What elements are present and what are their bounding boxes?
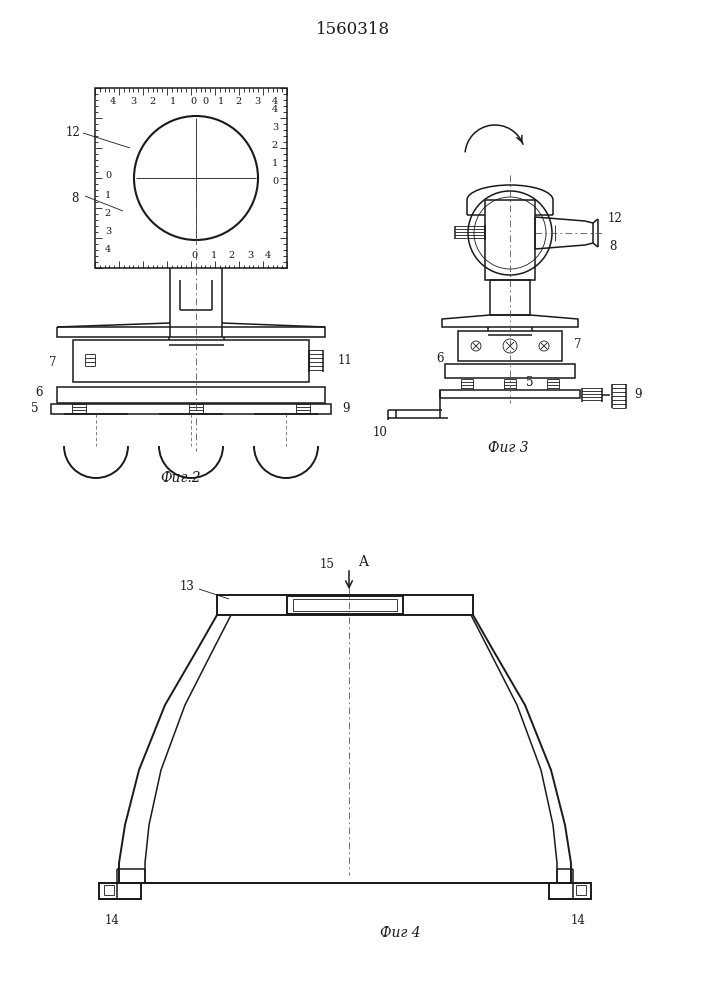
Text: 0: 0 [272,178,278,186]
Bar [440,390,580,398]
Text: 10: 10 [373,426,387,438]
Text: 6: 6 [35,385,42,398]
Text: A: A [358,555,368,569]
Text: 11: 11 [338,354,352,366]
Text: 5: 5 [526,375,534,388]
Text: Фиг 4: Фиг 4 [380,926,421,940]
Text: 1: 1 [170,97,176,105]
Text: 1560318: 1560318 [316,21,390,38]
Text: 1: 1 [105,192,111,200]
Text: 14: 14 [105,914,119,928]
Bar [217,595,473,615]
Text: 2: 2 [272,141,278,150]
Text: 3: 3 [272,123,278,132]
Text: 4: 4 [110,97,116,105]
Bar [287,596,403,614]
Bar [57,387,325,403]
Text: 12: 12 [607,213,622,226]
Text: 12: 12 [66,126,81,139]
Bar [576,885,586,895]
Bar [458,331,562,361]
Text: 9: 9 [634,388,642,401]
Text: 4: 4 [265,251,271,260]
Bar [445,364,575,378]
Text: 0: 0 [202,97,208,105]
Text: 6: 6 [436,352,444,364]
Text: 1: 1 [272,159,278,168]
Bar [490,280,530,315]
Text: 4: 4 [105,245,111,254]
Text: 7: 7 [574,338,582,352]
Text: 8: 8 [609,240,617,253]
Bar [51,404,331,414]
Text: 2: 2 [150,97,156,105]
Text: Фиг 3: Фиг 3 [488,441,528,455]
Text: 13: 13 [180,580,194,593]
Bar [104,885,114,895]
Text: 7: 7 [49,356,57,368]
Text: 9: 9 [342,402,350,416]
Text: 8: 8 [71,192,78,205]
Bar [549,883,591,899]
Text: 4: 4 [272,97,278,105]
Text: 2: 2 [236,97,242,105]
Bar [293,599,397,611]
Text: 5: 5 [31,402,39,416]
Text: 4: 4 [272,105,278,114]
Text: 14: 14 [571,914,585,928]
Bar [95,88,287,268]
Text: 1: 1 [211,251,217,260]
Text: 2: 2 [229,251,235,260]
Text: 2: 2 [105,210,111,219]
Text: 1: 1 [218,97,224,105]
Text: 15: 15 [320,558,334,572]
Bar [73,340,309,382]
Text: 3: 3 [247,251,253,260]
Text: 3: 3 [105,228,111,236]
Text: 3: 3 [254,97,260,105]
Text: 3: 3 [130,97,136,105]
Text: Фиг.2: Фиг.2 [160,471,201,485]
Text: 0: 0 [191,251,197,260]
Bar [485,200,535,280]
Bar [99,883,141,899]
Text: 0: 0 [105,172,111,180]
Text: 0: 0 [190,97,196,105]
